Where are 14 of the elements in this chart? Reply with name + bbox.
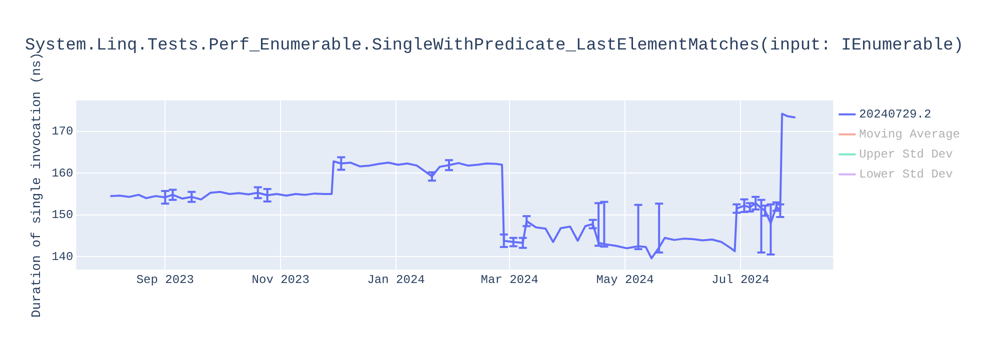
x-tick-label: Sep 2023 xyxy=(136,272,194,287)
legend-label: Upper Std Dev xyxy=(859,148,953,162)
legend-label: Moving Average xyxy=(859,128,960,142)
y-tick-label: 160 xyxy=(52,166,74,180)
x-tick-label: Jan 2024 xyxy=(367,272,425,287)
y-tick-label: 170 xyxy=(52,124,74,138)
y-tick-label: 140 xyxy=(52,250,74,264)
legend-label: Lower Std Dev xyxy=(859,168,953,182)
x-tick-label: Jul 2024 xyxy=(712,272,770,287)
y-tick-label: 150 xyxy=(52,208,74,222)
legend-label: 20240729.2 xyxy=(859,108,932,122)
x-tick-label: May 2024 xyxy=(596,272,654,287)
x-tick-label: Nov 2023 xyxy=(252,272,310,287)
x-tick-label: Mar 2024 xyxy=(480,272,538,287)
